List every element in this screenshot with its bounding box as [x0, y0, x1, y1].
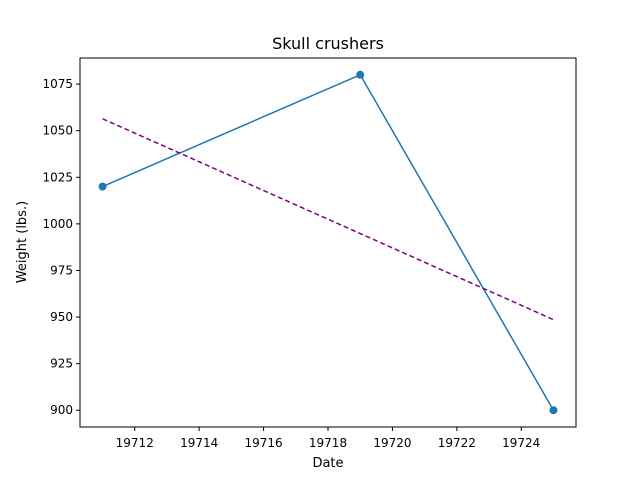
- x-tick-label: 19712: [116, 436, 154, 450]
- y-tick-label: 1025: [42, 170, 73, 184]
- x-tick-label: 19718: [309, 436, 347, 450]
- y-tick-label: 900: [50, 403, 73, 417]
- x-tick-label: 19714: [180, 436, 218, 450]
- y-tick-label: 975: [50, 263, 73, 277]
- y-tick-label: 1000: [42, 217, 73, 231]
- x-tick-label: 19722: [438, 436, 476, 450]
- axes-frame: [79, 57, 577, 428]
- plot-area: [98, 70, 558, 415]
- x-tick-label: 19720: [373, 436, 411, 450]
- trend-line: [102, 118, 554, 321]
- y-axis-label: Weight (lbs.): [15, 201, 30, 283]
- data-point: [356, 70, 365, 79]
- chart-title: Skull crushers: [272, 34, 384, 53]
- y-tick-label: 925: [50, 357, 73, 371]
- y-tick-label: 950: [50, 310, 73, 324]
- data-point: [549, 406, 558, 415]
- data-point: [98, 182, 107, 191]
- y-tick-label: 1050: [42, 124, 73, 138]
- x-tick-label: 19724: [502, 436, 540, 450]
- axis-ticks: 19712 19714 19716 19718 19720 19722 19724 900 92…: [42, 77, 540, 450]
- y-tick-label: 1075: [42, 77, 73, 91]
- x-axis-label: Date: [312, 456, 343, 471]
- x-tick-label: 19716: [244, 436, 282, 450]
